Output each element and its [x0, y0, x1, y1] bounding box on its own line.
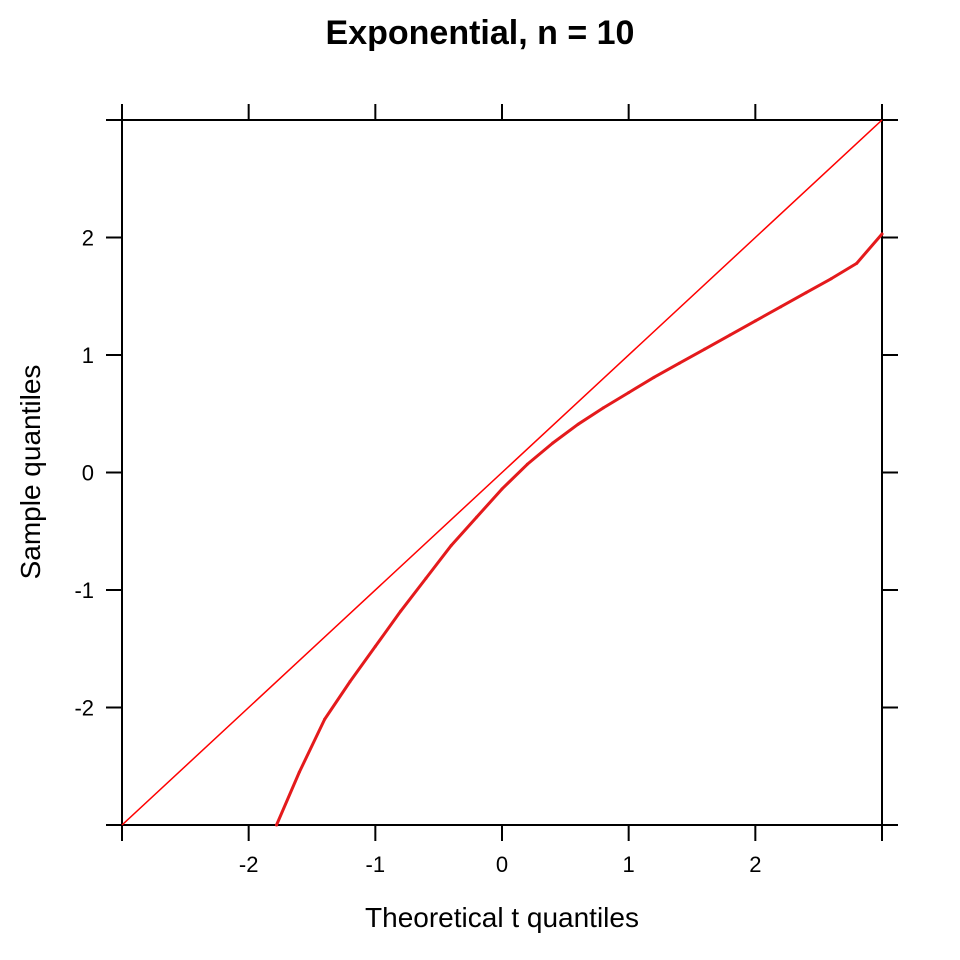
series-point [399, 609, 403, 613]
series-point [753, 319, 757, 323]
series-point [703, 347, 707, 351]
y-tick-label: 1 [82, 343, 94, 368]
y-tick-label: -1 [74, 578, 94, 603]
x-axis-top [121, 104, 883, 120]
series-points [275, 232, 884, 827]
x-tick-label: -1 [366, 852, 386, 877]
series-point [880, 232, 884, 236]
y-axis-label: Sample quantiles [15, 365, 46, 580]
series-point [449, 543, 453, 547]
x-tick-label: 0 [496, 852, 508, 877]
y-tick-label: 0 [82, 461, 94, 486]
series-point [677, 361, 681, 365]
y-axis-left: -2 -1 0 1 2 [74, 119, 122, 826]
series-point [601, 406, 605, 410]
x-tick-label: 1 [623, 852, 635, 877]
series-point [297, 770, 301, 774]
series-point [627, 391, 631, 395]
series-point [323, 717, 327, 721]
series-point [275, 823, 279, 827]
series-point [804, 291, 808, 295]
series-point [500, 487, 504, 491]
x-tick-label: 2 [749, 852, 761, 877]
reference-line [121, 119, 883, 826]
series-point [373, 644, 377, 648]
series-point [829, 277, 833, 281]
series-point [424, 576, 428, 580]
series-point [779, 305, 783, 309]
x-tick-label: -2 [239, 852, 259, 877]
series-point [348, 680, 352, 684]
y-tick-label: -2 [74, 696, 94, 721]
series-point [855, 261, 859, 265]
series-point [525, 462, 529, 466]
series-point [652, 375, 656, 379]
y-tick-label: 2 [82, 226, 94, 251]
chart-title: Exponential, n = 10 [326, 14, 635, 52]
series-point [551, 441, 555, 445]
series-point [728, 333, 732, 337]
y-axis-right [882, 119, 898, 826]
series-line [275, 232, 884, 827]
series-point [576, 422, 580, 426]
series-point [475, 515, 479, 519]
x-axis-bottom: -2 -1 0 1 2 [121, 825, 883, 877]
x-axis-label: Theoretical t quantiles [365, 902, 639, 933]
